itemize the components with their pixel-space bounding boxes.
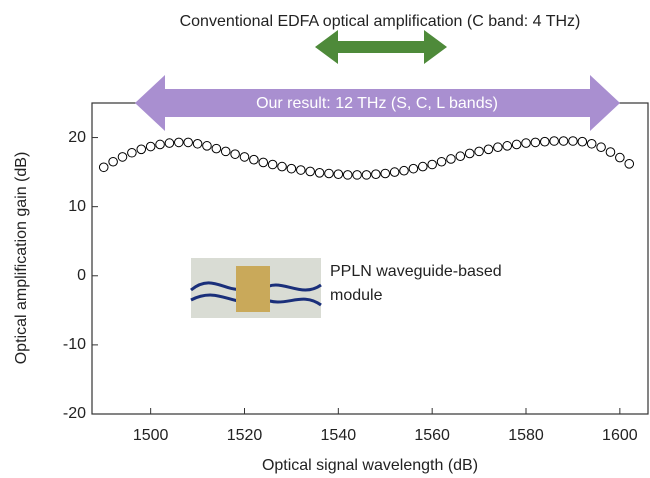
y-axis-label: Optical amplification gain (dB) xyxy=(13,152,30,365)
data-point xyxy=(212,144,221,153)
module-annotation: module xyxy=(330,287,383,304)
y-tick-label: 0 xyxy=(77,267,86,284)
data-point xyxy=(334,170,343,179)
data-point xyxy=(400,166,409,175)
data-point xyxy=(296,166,305,175)
data-point xyxy=(540,137,549,146)
data-point xyxy=(325,169,334,178)
data-point xyxy=(165,139,174,148)
edfa-arrow xyxy=(315,30,447,64)
data-point xyxy=(221,147,230,156)
x-tick-label: 1540 xyxy=(321,427,357,444)
data-point xyxy=(597,143,606,152)
data-point xyxy=(306,167,315,176)
data-point xyxy=(259,158,268,167)
data-point xyxy=(475,147,484,156)
data-point xyxy=(203,142,212,151)
data-point xyxy=(578,137,587,146)
data-point xyxy=(494,143,503,152)
data-point xyxy=(268,160,277,169)
data-point xyxy=(390,168,399,177)
data-point xyxy=(465,149,474,158)
module-annotation: PPLN waveguide-based xyxy=(330,263,502,280)
y-tick-label: -20 xyxy=(63,405,86,422)
data-point xyxy=(231,150,240,159)
data-point xyxy=(287,164,296,173)
data-point xyxy=(372,170,381,179)
data-point xyxy=(184,138,193,147)
data-point xyxy=(587,139,596,148)
chart: Conventional EDFA optical amplification … xyxy=(0,0,650,478)
data-point xyxy=(606,148,615,157)
x-tick-label: 1600 xyxy=(602,427,638,444)
data-point xyxy=(146,142,155,151)
data-point xyxy=(156,140,165,149)
data-point xyxy=(175,138,184,147)
module-photo xyxy=(191,258,321,318)
data-point xyxy=(569,137,578,146)
x-tick-label: 1520 xyxy=(227,427,263,444)
edfa-annotation: Conventional EDFA optical amplification … xyxy=(180,13,581,30)
y-tick-label: -10 xyxy=(63,336,86,353)
result-annotation: Our result: 12 THz (S, C, L bands) xyxy=(256,95,498,112)
data-point xyxy=(428,160,437,169)
data-point xyxy=(559,137,568,146)
data-point xyxy=(137,145,146,154)
data-point xyxy=(343,171,352,180)
data-point xyxy=(550,137,559,146)
data-point xyxy=(616,153,625,162)
data-point xyxy=(418,162,427,171)
data-point xyxy=(409,164,418,173)
x-axis-label: Optical signal wavelength (dB) xyxy=(262,457,478,474)
data-point xyxy=(118,153,127,162)
data-point xyxy=(503,142,512,151)
y-tick-label: 10 xyxy=(68,198,86,215)
data-point xyxy=(240,153,249,162)
data-point xyxy=(128,148,137,157)
x-tick-label: 1580 xyxy=(508,427,544,444)
data-point xyxy=(447,155,456,164)
data-point xyxy=(315,169,324,178)
data-point xyxy=(109,157,118,166)
data-point xyxy=(512,140,521,149)
data-point xyxy=(381,169,390,178)
data-point xyxy=(193,139,202,148)
data-point xyxy=(625,160,634,169)
x-tick-label: 1560 xyxy=(414,427,450,444)
x-tick-label: 1500 xyxy=(133,427,169,444)
data-point xyxy=(531,138,540,147)
data-point xyxy=(437,157,446,166)
data-point xyxy=(278,162,287,171)
data-point xyxy=(250,155,259,164)
data-point xyxy=(456,152,465,161)
data-point xyxy=(522,139,531,148)
data-point xyxy=(99,163,108,172)
y-tick-label: 20 xyxy=(68,129,86,146)
data-point xyxy=(353,171,362,180)
data-point xyxy=(484,145,493,154)
plot-frame xyxy=(92,103,648,414)
data-point xyxy=(362,171,371,180)
